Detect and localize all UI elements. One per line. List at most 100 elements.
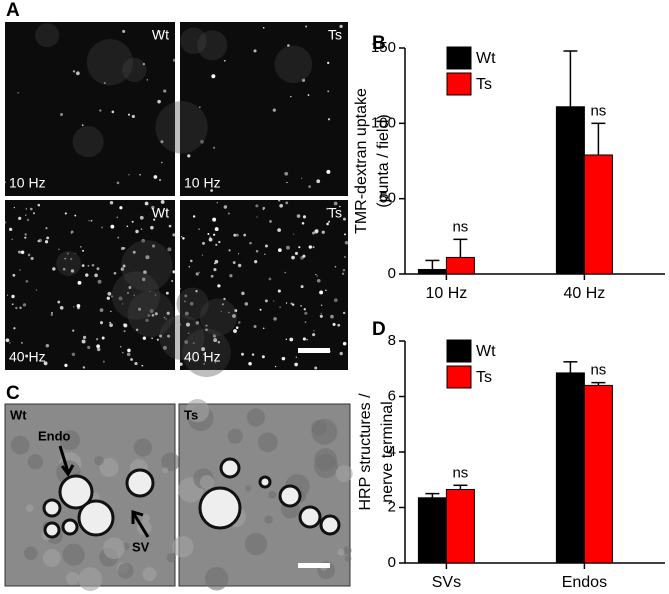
punctum: [99, 109, 102, 112]
punctum: [295, 356, 297, 358]
punctum: [344, 233, 346, 236]
punctum: [72, 329, 75, 332]
texture: [78, 567, 103, 592]
texture: [162, 467, 169, 474]
punctum: [255, 249, 259, 253]
haze: [176, 287, 209, 320]
punctum: [308, 185, 311, 188]
punctum: [207, 232, 210, 235]
punctum: [24, 233, 27, 236]
image-label: Ts: [328, 205, 342, 221]
punctum: [210, 189, 213, 192]
punctum: [301, 78, 306, 82]
punctum: [237, 263, 242, 268]
punctum: [162, 345, 167, 350]
punctum: [326, 222, 329, 226]
punctum: [81, 264, 85, 267]
punctum: [208, 237, 213, 242]
vesicle: [42, 498, 62, 518]
punctum: [215, 243, 218, 246]
punctum: [123, 330, 126, 333]
punctum: [9, 342, 11, 344]
punctum: [72, 70, 76, 73]
punctum: [182, 237, 185, 240]
punctum: [151, 337, 154, 340]
x-tick-label: 10 Hz: [426, 285, 468, 302]
punctum: [217, 284, 221, 288]
punctum: [119, 345, 122, 348]
punctum: [117, 236, 120, 239]
haze: [274, 45, 313, 84]
punctum: [149, 309, 154, 313]
punctum: [221, 303, 224, 306]
punctum: [223, 59, 226, 62]
texture: [166, 552, 177, 563]
punctum: [203, 353, 206, 356]
punctum: [228, 249, 231, 252]
texture: [42, 549, 61, 567]
punctum: [81, 339, 86, 344]
bar: [555, 106, 585, 275]
punctum: [82, 366, 86, 369]
punctum: [217, 341, 220, 344]
punctum: [279, 306, 281, 308]
punctum: [314, 229, 319, 234]
punctum: [192, 342, 195, 345]
significance-label: ns: [452, 464, 468, 481]
punctum: [73, 306, 75, 308]
punctum: [80, 246, 82, 248]
punctum: [150, 225, 154, 230]
punctum: [195, 321, 200, 325]
vesicle: [219, 457, 241, 479]
legend-label: Wt: [476, 50, 496, 67]
punctum: [202, 241, 206, 245]
punctum: [337, 323, 341, 327]
punctum: [25, 354, 29, 358]
punctum: [167, 247, 172, 252]
punctum: [122, 323, 126, 327]
punctum: [273, 317, 277, 321]
punctum: [198, 228, 201, 231]
punctum: [292, 233, 295, 235]
punctum: [342, 341, 347, 346]
punctum: [145, 318, 149, 323]
punctum: [130, 358, 133, 361]
punctum: [235, 326, 239, 329]
punctum: [74, 252, 76, 255]
texture: [311, 418, 338, 445]
punctum: [203, 363, 205, 365]
texture: [24, 546, 38, 560]
vesicle: [298, 505, 322, 529]
punctum: [227, 212, 230, 215]
punctum: [244, 302, 249, 306]
punctum: [126, 225, 129, 228]
texture: [343, 546, 352, 555]
punctum: [333, 298, 338, 302]
punctum: [298, 246, 301, 249]
y-axis-label: TMR-dextran uptake: [353, 88, 370, 234]
punctum: [43, 361, 48, 366]
punctum: [304, 311, 308, 315]
punctum: [8, 227, 13, 232]
punctum: [166, 211, 168, 214]
punctum: [121, 351, 124, 354]
punctum: [158, 178, 162, 182]
punctum: [95, 337, 99, 341]
punctum: [184, 311, 189, 316]
punctum: [213, 262, 216, 265]
punctum: [312, 333, 316, 337]
punctum: [74, 214, 77, 217]
significance-label: ns: [590, 362, 606, 379]
vesicle: [77, 499, 115, 537]
punctum: [22, 303, 27, 307]
punctum: [70, 232, 72, 234]
haze: [159, 314, 205, 361]
punctum: [188, 266, 191, 268]
arrow: [131, 509, 150, 538]
punctum: [232, 314, 236, 318]
haze: [56, 251, 82, 276]
punctum: [82, 335, 87, 340]
punctum: [127, 348, 131, 353]
texture: [25, 504, 34, 512]
